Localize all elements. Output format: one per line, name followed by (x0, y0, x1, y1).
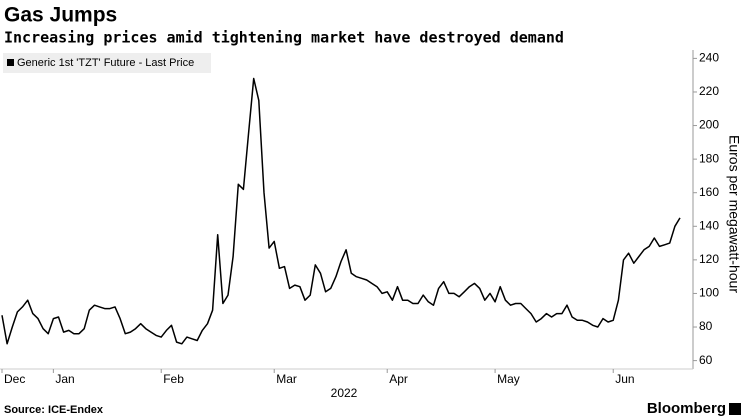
y-tick-label: 80 (699, 319, 713, 333)
legend-box (3, 53, 211, 73)
legend-label: Generic 1st 'TZT' Future - Last Price (17, 57, 194, 69)
x-tick-label: Jun (615, 372, 634, 386)
x-tick-label: Apr (389, 372, 408, 386)
y-tick-label: 140 (699, 218, 719, 232)
y-tick-label: 160 (699, 185, 719, 199)
y-tick-label: 180 (699, 151, 719, 165)
source: Source: ICE-Endex (4, 404, 104, 416)
x-tick-label: May (497, 372, 520, 386)
y-tick-label: 100 (699, 286, 719, 300)
chart-title: Gas Jumps (4, 4, 117, 27)
y-tick-label: 60 (699, 353, 713, 367)
y-axis-label: Euros per megawatt-hour (726, 135, 742, 293)
y-tick-label: 240 (699, 51, 719, 65)
y-tick-label: 220 (699, 84, 719, 98)
y-tick-label: 120 (699, 252, 719, 266)
legend-swatch (7, 59, 14, 66)
line-series (1, 77, 681, 345)
x-axis-label: 2022 (331, 386, 358, 400)
x-tick-label: Feb (163, 372, 184, 386)
chart-subtitle: Increasing prices amid tightening market… (4, 29, 564, 47)
brand-icon (729, 403, 741, 415)
y-tick-label: 200 (699, 118, 719, 132)
brand: Bloomberg (647, 400, 726, 417)
x-tick-label: Mar (276, 372, 297, 386)
x-tick-label: Dec (4, 372, 25, 386)
x-tick-label: Jan (55, 372, 74, 386)
